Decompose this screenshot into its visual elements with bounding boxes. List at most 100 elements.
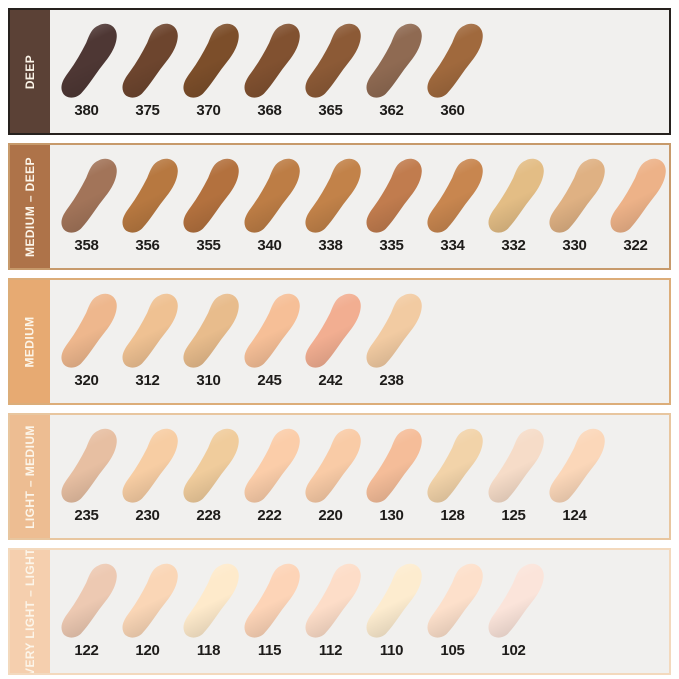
- shade-swatch-smear-icon: [60, 23, 117, 98]
- shade-slot: 115: [239, 550, 300, 659]
- shade-swatch-smear-icon: [365, 23, 422, 98]
- shade-swatch-smear-icon: [365, 158, 422, 233]
- shade-slot: 312: [117, 280, 178, 389]
- shade-swatch-smear-icon: [60, 293, 117, 368]
- shade-number: 102: [501, 642, 526, 659]
- shade-number: 365: [318, 102, 343, 119]
- shade-swatch-smear-icon: [243, 428, 300, 503]
- shade-slot: 222: [239, 415, 300, 524]
- shade-swatch-smear-icon: [426, 23, 483, 98]
- shade-number: 380: [74, 102, 99, 119]
- shade-swatch-smear-icon: [182, 158, 239, 233]
- shade-slot: 238: [361, 280, 422, 389]
- shade-swatch-smear-icon: [548, 428, 605, 503]
- shade-swatch-smear-icon: [182, 563, 239, 638]
- swatch-area: 358 356 355 340 338 335 334 332 330 322: [50, 145, 669, 268]
- shade-swatch-smear-icon: [304, 158, 361, 233]
- shade-swatch-smear-icon: [243, 293, 300, 368]
- shade-number: 238: [379, 372, 404, 389]
- shade-number: 375: [135, 102, 160, 119]
- shade-number: 340: [257, 237, 282, 254]
- shade-slot: 370: [178, 10, 239, 119]
- shade-number: 128: [440, 507, 465, 524]
- shade-number: 330: [562, 237, 587, 254]
- swatch-area: 122 120 118 115 112 110 105 102: [50, 550, 669, 673]
- shade-swatch-smear-icon: [182, 428, 239, 503]
- shade-slot: 355: [178, 145, 239, 254]
- shade-number: 235: [74, 507, 99, 524]
- shade-slot: 332: [483, 145, 544, 254]
- shade-row: MEDIUM – DEEP 358 356 355 340 338 335 334 332 330…: [8, 143, 671, 270]
- shade-slot: 230: [117, 415, 178, 524]
- shade-slot: 368: [239, 10, 300, 119]
- shade-slot: 330: [544, 145, 605, 254]
- shade-slot: 235: [56, 415, 117, 524]
- shade-swatch-smear-icon: [426, 563, 483, 638]
- shade-swatch-smear-icon: [304, 23, 361, 98]
- shade-slot: 320: [56, 280, 117, 389]
- shade-swatch-smear-icon: [304, 428, 361, 503]
- shade-swatch-smear-icon: [121, 23, 178, 98]
- shade-number: 115: [257, 642, 282, 659]
- shade-slot: 245: [239, 280, 300, 389]
- shade-swatch-smear-icon: [121, 563, 178, 638]
- shade-swatch-smear-icon: [182, 293, 239, 368]
- shade-slot: 118: [178, 550, 239, 659]
- shade-swatch-smear-icon: [304, 563, 361, 638]
- shade-swatch-smear-icon: [487, 428, 544, 503]
- shade-slot: 102: [483, 550, 544, 659]
- shade-number: 112: [318, 642, 343, 659]
- shade-slot: 128: [422, 415, 483, 524]
- row-sidebar: LIGHT – MEDIUM: [10, 415, 50, 538]
- shade-slot: 105: [422, 550, 483, 659]
- shade-number: 358: [74, 237, 99, 254]
- shade-row: LIGHT – MEDIUM 235 230 228 222 220 130 128 125 12…: [8, 413, 671, 540]
- shade-slot: 338: [300, 145, 361, 254]
- row-label: VERY LIGHT – LIGHT: [23, 550, 38, 673]
- shade-number: 124: [562, 507, 587, 524]
- shade-number: 370: [196, 102, 221, 119]
- shade-swatch-smear-icon: [487, 158, 544, 233]
- shade-swatch-smear-icon: [182, 23, 239, 98]
- shade-number: 310: [196, 372, 221, 389]
- shade-number: 355: [196, 237, 221, 254]
- shade-slot: 358: [56, 145, 117, 254]
- shade-number: 360: [440, 102, 465, 119]
- shade-number: 130: [379, 507, 404, 524]
- shade-number: 334: [440, 237, 465, 254]
- shade-slot: 112: [300, 550, 361, 659]
- shade-slot: 322: [605, 145, 666, 254]
- shade-row: DEEP 380 375 370 368 365 362 360: [8, 8, 671, 135]
- shade-swatch-smear-icon: [304, 293, 361, 368]
- row-label: LIGHT – MEDIUM: [23, 424, 38, 529]
- shade-swatch-smear-icon: [243, 23, 300, 98]
- shade-swatch-smear-icon: [121, 158, 178, 233]
- row-sidebar: MEDIUM: [10, 280, 50, 403]
- shade-number: 362: [379, 102, 404, 119]
- shade-slot: 125: [483, 415, 544, 524]
- shade-number: 228: [196, 507, 221, 524]
- shade-swatch-smear-icon: [548, 158, 605, 233]
- shade-number: 356: [135, 237, 160, 254]
- shade-swatch-smear-icon: [121, 428, 178, 503]
- shade-number: 335: [379, 237, 404, 254]
- shade-number: 220: [318, 507, 343, 524]
- shade-slot: 242: [300, 280, 361, 389]
- shade-swatch-smear-icon: [60, 563, 117, 638]
- shade-slot: 362: [361, 10, 422, 119]
- shade-slot: 110: [361, 550, 422, 659]
- shade-row: MEDIUM 320 312 310 245 242 238: [8, 278, 671, 405]
- swatch-area: 235 230 228 222 220 130 128 125 124: [50, 415, 669, 538]
- shade-slot: 375: [117, 10, 178, 119]
- shade-slot: 356: [117, 145, 178, 254]
- row-sidebar: VERY LIGHT – LIGHT: [10, 550, 50, 673]
- row-label: DEEP: [23, 54, 37, 89]
- shade-slot: 380: [56, 10, 117, 119]
- shade-number: 368: [257, 102, 282, 119]
- shade-slot: 365: [300, 10, 361, 119]
- shade-swatch-smear-icon: [487, 563, 544, 638]
- shade-slot: 335: [361, 145, 422, 254]
- shade-number: 320: [74, 372, 99, 389]
- shade-swatch-smear-icon: [60, 428, 117, 503]
